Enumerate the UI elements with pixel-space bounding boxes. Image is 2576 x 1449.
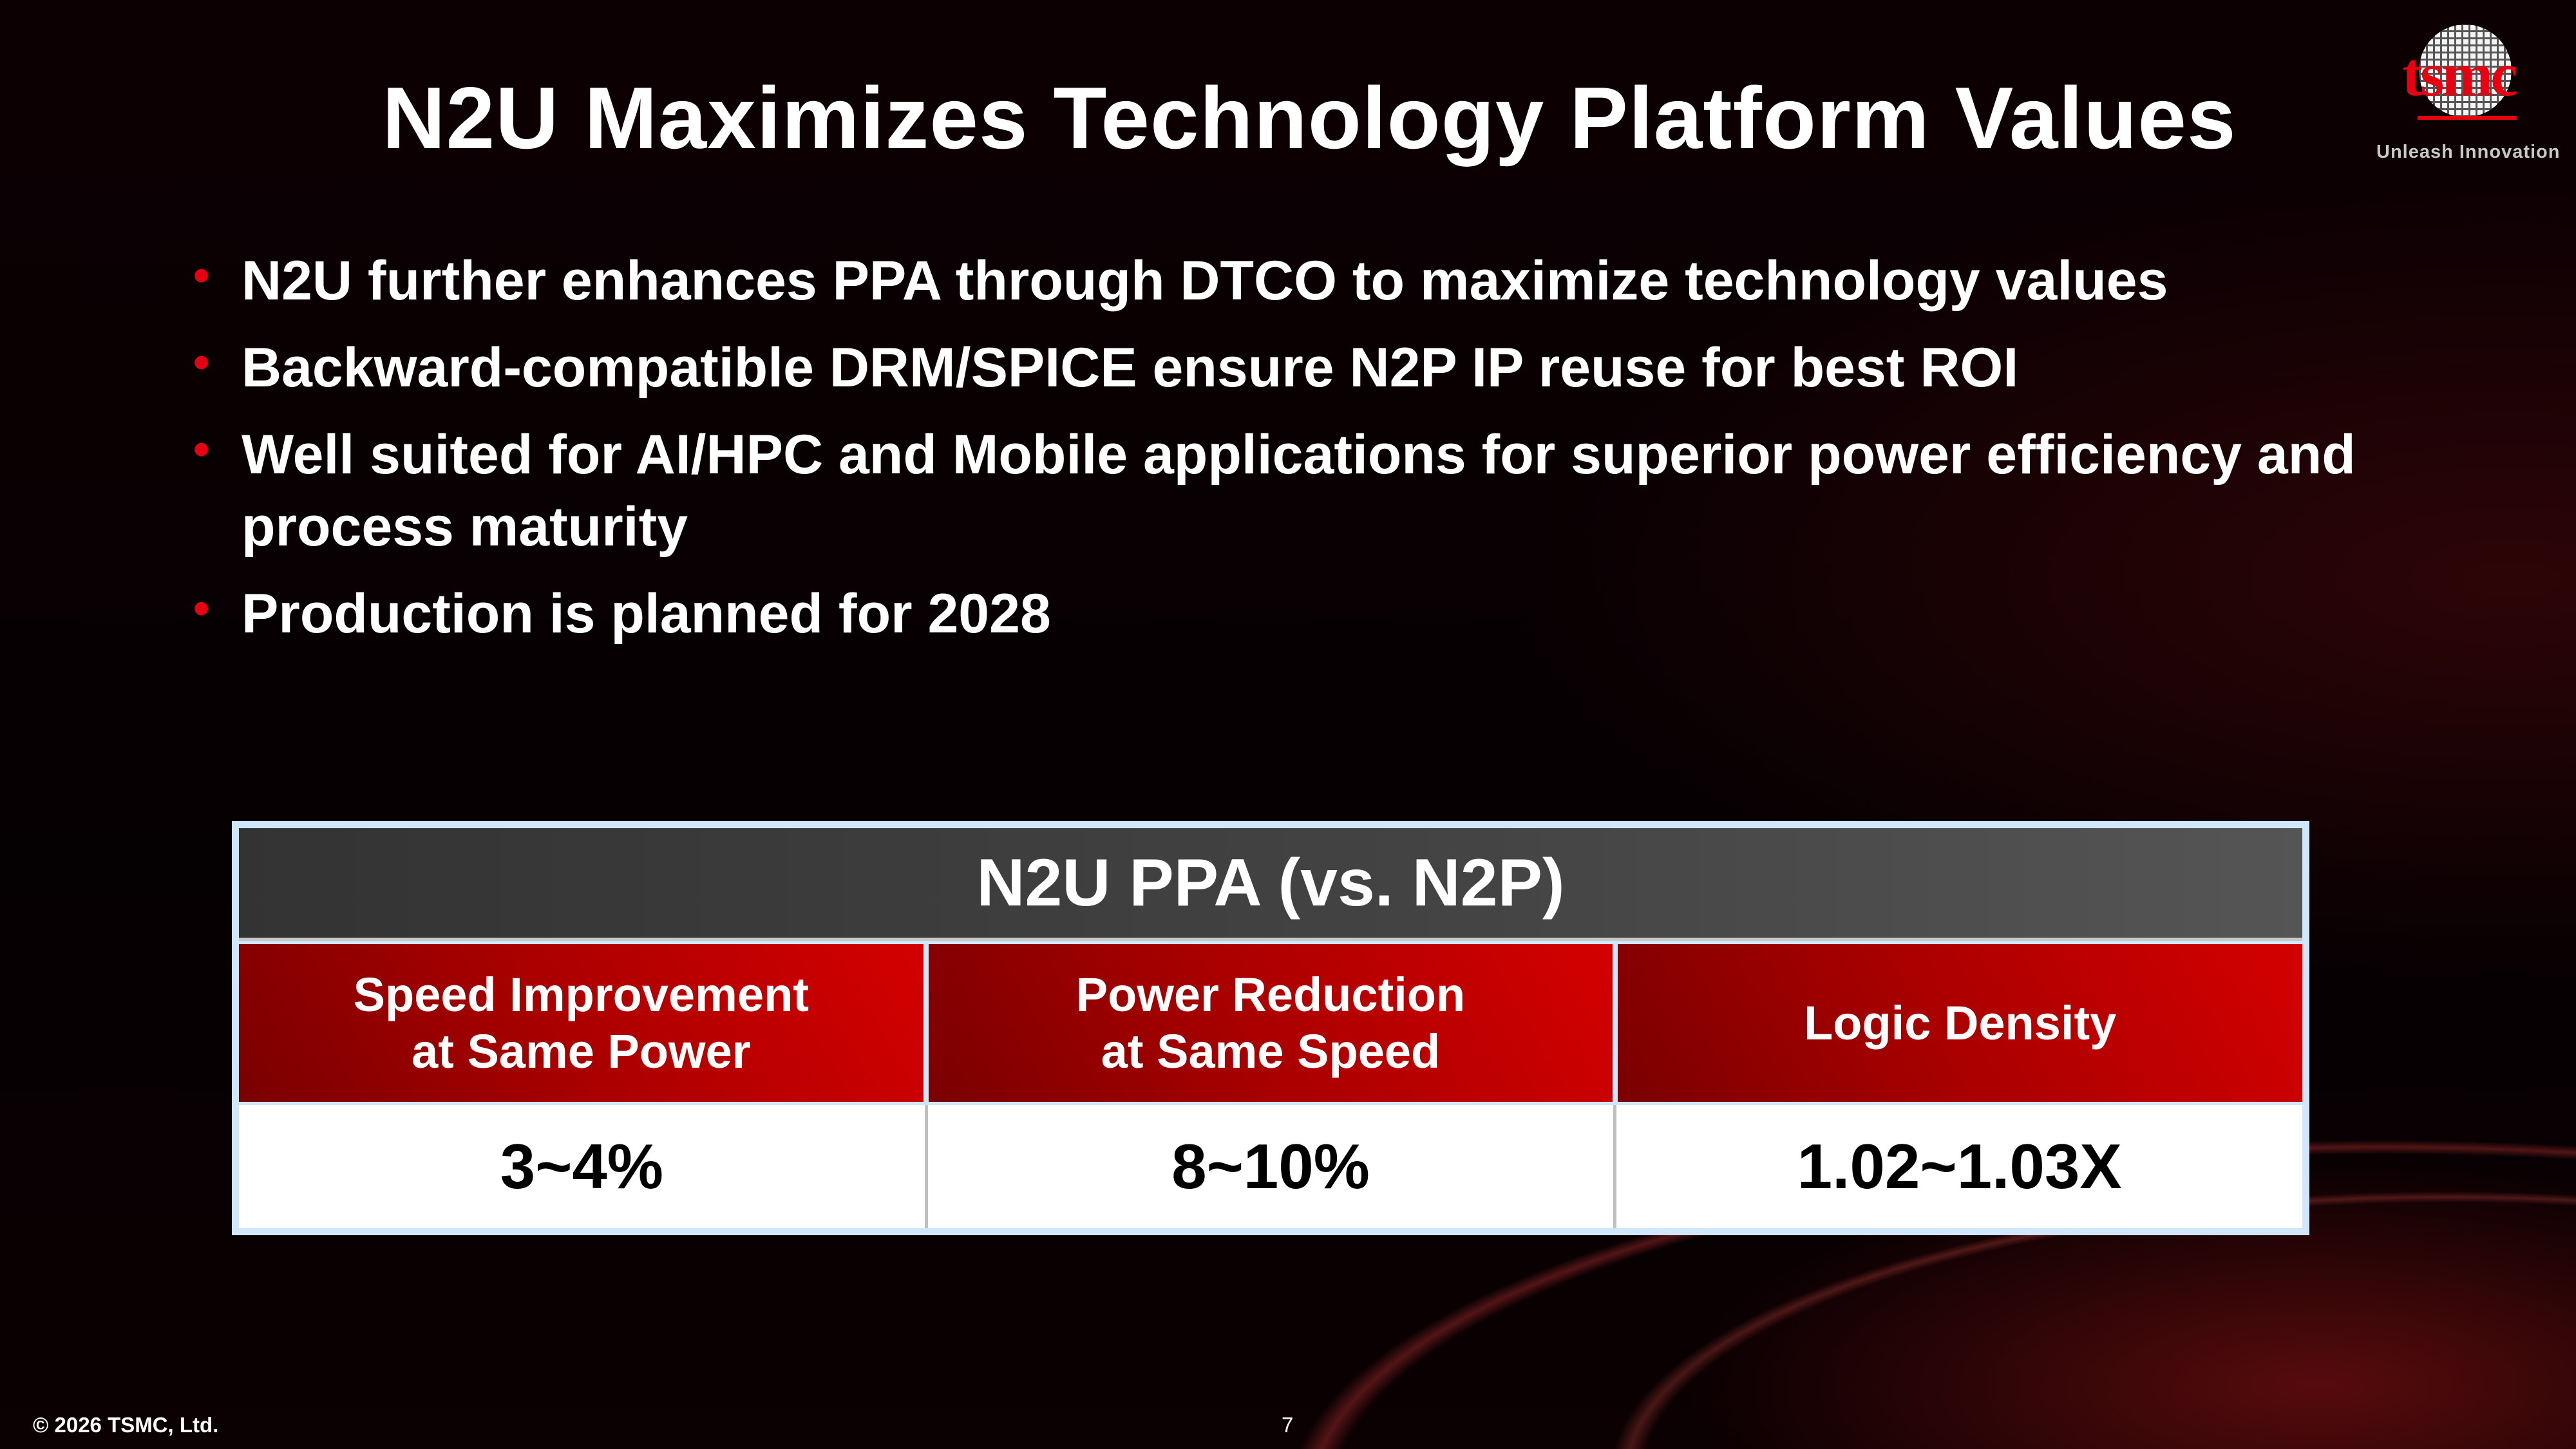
bullet-icon: • (193, 337, 210, 388)
bullet-item: • Backward-compatible DRM/SPICE ensure N2… (193, 332, 2447, 404)
value-speed: 3~4% (239, 1105, 928, 1228)
table-header-row: Speed Improvement at Same Power Power Red… (239, 944, 2303, 1102)
value-power: 8~10% (928, 1105, 1617, 1228)
bullet-list: • N2U further enhances PPA through DTCO t… (193, 245, 2447, 665)
header-line: Speed Improvement (353, 967, 809, 1021)
table-value-row: 3~4% 8~10% 1.02~1.03X (239, 1105, 2302, 1228)
bullet-text: Production is planned for 2028 (242, 583, 1051, 645)
header-line: at Same Power (412, 1024, 751, 1078)
logo-wordmark: tsmc (2402, 40, 2518, 109)
table-title: N2U PPA (vs. N2P) (239, 828, 2302, 941)
header-line: at Same Speed (1101, 1024, 1441, 1078)
copyright: © 2026 TSMC, Ltd. (33, 1413, 219, 1437)
value-density: 1.02~1.03X (1797, 1131, 2122, 1202)
header-speed: Speed Improvement at Same Power (239, 944, 923, 1102)
bullet-item: • N2U further enhances PPA through DTCO t… (193, 245, 2447, 317)
header-density: Logic Density (1618, 944, 2303, 1102)
header-line: Power Reduction (1075, 967, 1466, 1021)
bullet-item: • Well suited for AI/HPC and Mobile appli… (193, 419, 2415, 563)
logo-underline (2418, 116, 2517, 120)
bullet-text: Well suited for AI/HPC and Mobile applic… (242, 424, 2356, 558)
logo-slogan: Unleash Innovation (2376, 142, 2561, 162)
bullet-text: N2U further enhances PPA through DTCO to… (242, 250, 2168, 312)
bullet-item: • Production is planned for 2028 (193, 578, 2447, 650)
header-line: Logic Density (1804, 996, 2117, 1050)
page-number: 7 (1282, 1413, 1294, 1437)
bullet-icon: • (193, 250, 210, 301)
bullet-icon: • (193, 424, 210, 475)
ppa-table: N2U PPA (vs. N2P) Speed Improvement at Sa… (232, 821, 2309, 1235)
bullet-text: Backward-compatible DRM/SPICE ensure N2P… (242, 337, 2019, 399)
header-power: Power Reduction at Same Speed (928, 944, 1613, 1102)
wafer-icon (2419, 24, 2512, 117)
bullet-icon: • (193, 583, 210, 634)
slide-title: N2U Maximizes Technology Platform Values (382, 69, 2237, 167)
